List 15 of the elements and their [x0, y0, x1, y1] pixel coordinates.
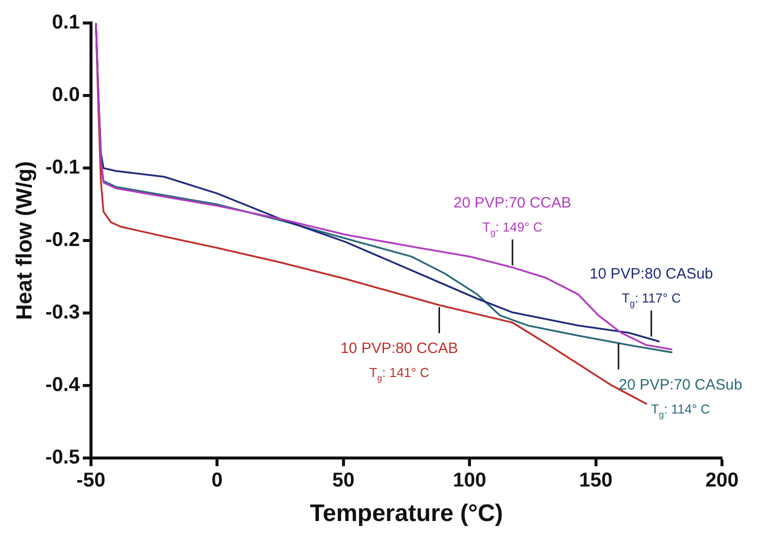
x-tick-label: 50	[332, 470, 354, 492]
y-tick-label: -0.5	[45, 446, 80, 469]
y-tick-label: 0.1	[52, 12, 80, 34]
y-axis-title: Heat flow (W/g)	[11, 161, 36, 320]
y-tick-label: -0.1	[45, 156, 80, 179]
x-tick-label: 0	[212, 470, 223, 492]
y-tick-label: -0.2	[45, 229, 80, 252]
x-tick-label: 150	[579, 470, 612, 492]
x-tick-label: -50	[76, 470, 106, 492]
x-axis-title: Temperature (°C)	[310, 500, 504, 528]
y-tick-label: 0.0	[52, 84, 80, 106]
x-tick-label: 100	[452, 470, 486, 492]
x-tick-label: 200	[705, 470, 739, 492]
y-tick-label: -0.3	[45, 302, 80, 324]
y-tick-label: -0.4	[45, 374, 81, 396]
